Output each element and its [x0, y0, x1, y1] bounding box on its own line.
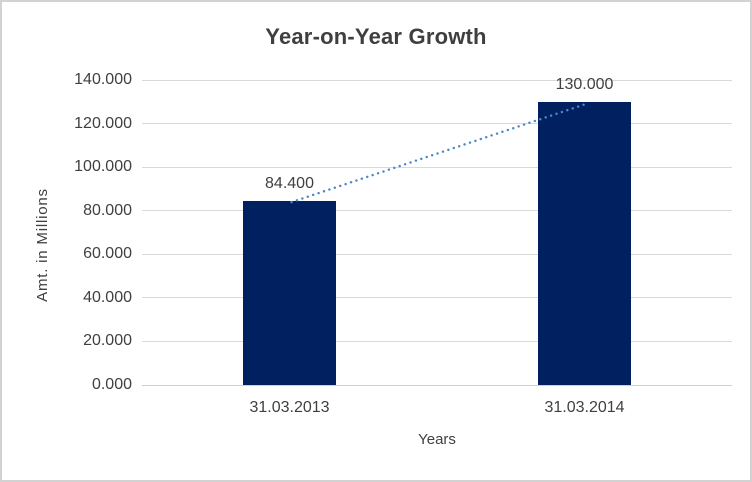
gridline	[142, 253, 732, 255]
gridline	[142, 297, 732, 299]
gridline	[142, 210, 732, 212]
y-tick-label: 0.000	[91, 376, 132, 393]
gridline	[142, 79, 732, 81]
chart-title: Year-on-Year Growth	[265, 24, 487, 49]
bar	[243, 201, 336, 385]
y-tick-label: 120.000	[74, 114, 132, 132]
gridline	[142, 340, 732, 342]
x-axis-baseline	[142, 384, 732, 386]
y-tick-label: 60.000	[83, 245, 132, 263]
y-tick-label: 40.000	[83, 288, 132, 306]
x-axis-title: Years	[418, 431, 456, 448]
y-tick-label: 20.000	[83, 332, 132, 350]
y-tick-label: 100.000	[74, 158, 132, 176]
y-tick-label: 80.000	[83, 201, 132, 219]
x-tick-label: 31.03.2014	[544, 399, 625, 416]
y-tick-label: 140.000	[74, 71, 132, 88]
gridline	[142, 166, 732, 168]
bar-value-label: 130.000	[555, 75, 614, 93]
gridline	[142, 123, 732, 125]
bar	[538, 101, 631, 385]
bar-value-label: 84.400	[265, 175, 314, 193]
x-tick-label: 31.03.2013	[249, 399, 330, 416]
